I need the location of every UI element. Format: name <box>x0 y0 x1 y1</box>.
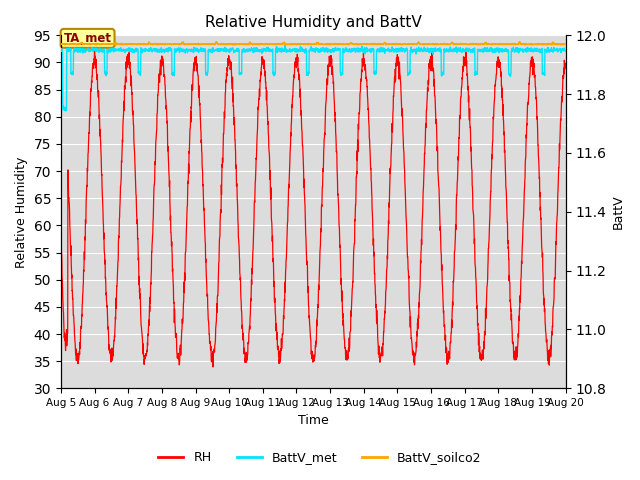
RH <box>518 258 525 264</box>
Y-axis label: Relative Humidity: Relative Humidity <box>15 156 28 267</box>
Line: BattV_met: BattV_met <box>61 46 566 111</box>
RH <box>562 63 570 69</box>
BattV_met <box>562 48 570 53</box>
RH <box>328 72 336 77</box>
BattV_met <box>460 49 468 55</box>
BattV_soilco2 <box>532 42 540 48</box>
BattV_soilco2 <box>562 41 570 47</box>
RH <box>91 47 99 52</box>
RH <box>209 364 217 370</box>
X-axis label: Time: Time <box>298 414 329 427</box>
BattV_soilco2 <box>92 42 100 48</box>
Line: BattV_soilco2: BattV_soilco2 <box>61 42 566 45</box>
BattV_met <box>61 108 69 114</box>
Line: RH: RH <box>61 49 566 367</box>
BattV_met <box>281 43 289 48</box>
RH <box>57 231 65 237</box>
BattV_soilco2 <box>460 41 468 47</box>
Legend: RH, BattV_met, BattV_soilco2: RH, BattV_met, BattV_soilco2 <box>154 446 486 469</box>
BattV_met <box>198 46 205 51</box>
BattV_soilco2 <box>516 39 524 45</box>
RH <box>339 311 347 316</box>
Y-axis label: BattV: BattV <box>612 194 625 229</box>
Title: Relative Humidity and BattV: Relative Humidity and BattV <box>205 15 422 30</box>
BattV_met <box>57 48 65 54</box>
BattV_soilco2 <box>198 41 205 47</box>
BattV_soilco2 <box>518 41 525 47</box>
RH <box>532 84 540 90</box>
BattV_met <box>532 48 540 54</box>
BattV_met <box>518 47 525 53</box>
BattV_soilco2 <box>328 41 335 47</box>
RH <box>198 150 205 156</box>
BattV_met <box>339 49 347 55</box>
BattV_soilco2 <box>57 41 65 47</box>
BattV_met <box>328 47 336 53</box>
BattV_soilco2 <box>339 42 346 48</box>
Text: TA_met: TA_met <box>63 32 111 45</box>
RH <box>460 61 468 67</box>
